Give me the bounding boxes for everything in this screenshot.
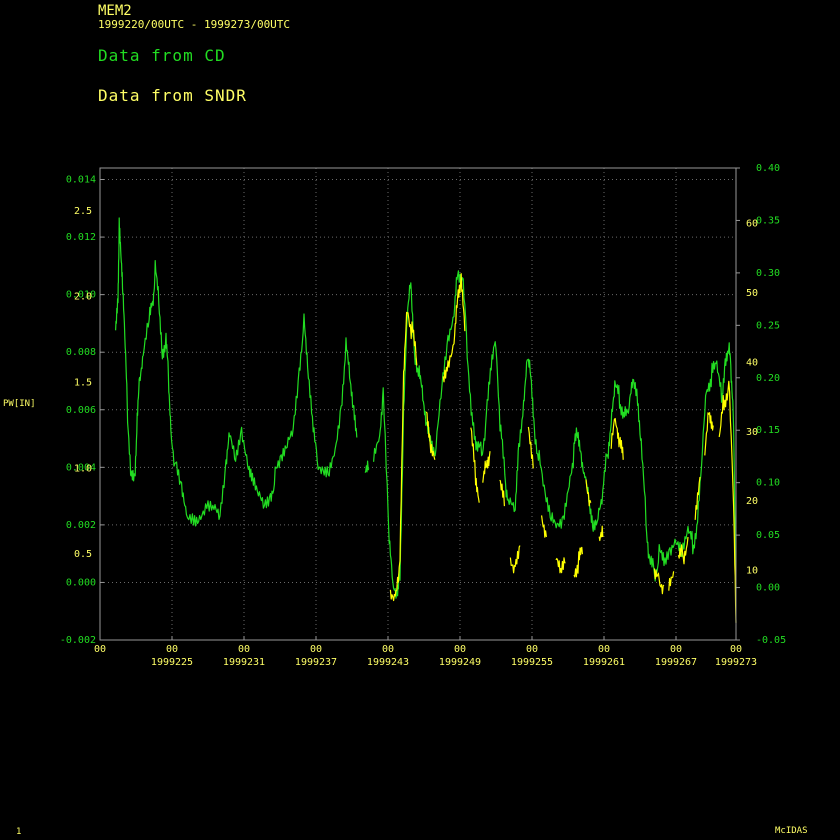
x-tick-day: 1999255	[511, 657, 553, 668]
x-tick-hour: 00	[382, 644, 394, 655]
x-tick-hour: 00	[238, 644, 250, 655]
plot-frame	[99, 167, 737, 641]
series-sndr-line	[509, 545, 521, 574]
x-tick-day: 1999225	[151, 657, 193, 668]
series-sndr-line	[470, 427, 480, 503]
x-tick-hour: 00	[526, 644, 538, 655]
y-tick-right-outer: 0.20	[756, 373, 780, 384]
y-tick-pw: 0.5	[74, 549, 92, 560]
y-tick-right-outer: 0.05	[756, 530, 780, 541]
y-tick-left-inner: 0.008	[66, 347, 96, 358]
x-tick-hour: 00	[166, 644, 178, 655]
y-tick-left-inner: 0.010	[66, 290, 96, 301]
y-tick-right-outer: 0.15	[756, 425, 780, 436]
series-sndr-line	[389, 311, 418, 602]
y-tick-right-inner: 40	[746, 357, 758, 368]
station-name: MEM2	[98, 3, 132, 19]
series-sndr-line	[668, 571, 675, 591]
x-tick-hour: 00	[730, 644, 742, 655]
y-tick-right-outer: 0.40	[756, 163, 780, 174]
page-number: 1	[16, 827, 22, 837]
x-tick-day: 1999267	[655, 657, 697, 668]
time-range: 1999220/00UTC - 1999273/00UTC	[98, 18, 291, 31]
y-tick-right-outer: 0.35	[756, 215, 780, 226]
y-tick-right-outer: 0.25	[756, 320, 780, 331]
series-sndr-line	[527, 426, 534, 469]
y-tick-left-inner: 0.012	[66, 232, 96, 243]
x-tick-hour: 00	[94, 644, 106, 655]
series-sndr-line	[694, 476, 701, 520]
x-tick-hour: 00	[310, 644, 322, 655]
y-tick-pw: 1.5	[74, 378, 92, 389]
series-sndr-line	[499, 479, 505, 507]
series-sndr-line	[555, 557, 566, 574]
y-tick-right-inner: 10	[746, 566, 758, 577]
y-tick-left-inner: 0.000	[66, 577, 96, 588]
series-sndr-line	[598, 525, 604, 542]
mcidas-brand: McIDAS	[775, 826, 808, 836]
series-sndr-line	[482, 451, 491, 483]
y-tick-left-inner: 0.004	[66, 462, 96, 473]
series-sndr-line	[573, 546, 583, 578]
y-tick-right-outer: -0.05	[756, 635, 786, 646]
series-cd-line	[364, 460, 370, 473]
x-tick-day: 1999231	[223, 657, 265, 668]
x-tick-day: 1999243	[367, 657, 409, 668]
series-sndr-line	[541, 515, 547, 538]
y-tick-right-inner: 20	[746, 496, 758, 507]
y-tick-right-inner: 30	[746, 427, 758, 438]
series-cd-line	[115, 217, 358, 527]
legend-sndr: Data from SNDR	[98, 86, 247, 105]
series-sndr-line	[585, 479, 592, 507]
series-sndr-line	[425, 411, 436, 460]
series-sndr-line	[442, 273, 466, 383]
y-tick-pw: 2.0	[74, 292, 92, 303]
x-tick-hour: 00	[598, 644, 610, 655]
y-tick-left-inner: 0.006	[66, 405, 96, 416]
y-tick-right-outer: 0.30	[756, 268, 780, 279]
y-tick-right-inner: 60	[746, 219, 758, 230]
y-tick-left-inner: 0.002	[66, 520, 96, 531]
y-axis-label: PW[IN]	[3, 399, 36, 409]
tick-labels: 00 00 1999225 00 1999231 00 1999237 00 1999243 00…	[60, 163, 786, 668]
x-tick-hour: 00	[670, 644, 682, 655]
y-tick-pw: 2.5	[74, 206, 92, 217]
y-tick-left-inner: 0.014	[66, 175, 96, 186]
y-tick-left-inner: -0.002	[60, 635, 96, 646]
x-tick-day: 1999261	[583, 657, 625, 668]
x-tick-day: 1999273	[715, 657, 757, 668]
series-cd-line	[373, 270, 737, 599]
y-tick-right-outer: 0.00	[756, 583, 780, 594]
series-sndr-line	[653, 568, 665, 595]
grid-lines	[99, 167, 740, 641]
y-tick-pw: 1.0	[74, 463, 92, 474]
series-sndr-line	[677, 536, 689, 565]
legend-cd: Data from CD	[98, 46, 226, 65]
x-tick-hour: 00	[454, 644, 466, 655]
series-lines	[115, 217, 737, 623]
y-tick-right-inner: 50	[746, 288, 758, 299]
series-sndr-line	[718, 380, 737, 623]
y-tick-right-outer: 0.10	[756, 478, 780, 489]
x-tick-day: 1999249	[439, 657, 481, 668]
series-sndr-line	[610, 417, 624, 460]
x-tick-day: 1999237	[295, 657, 337, 668]
series-sndr-line	[704, 412, 714, 456]
